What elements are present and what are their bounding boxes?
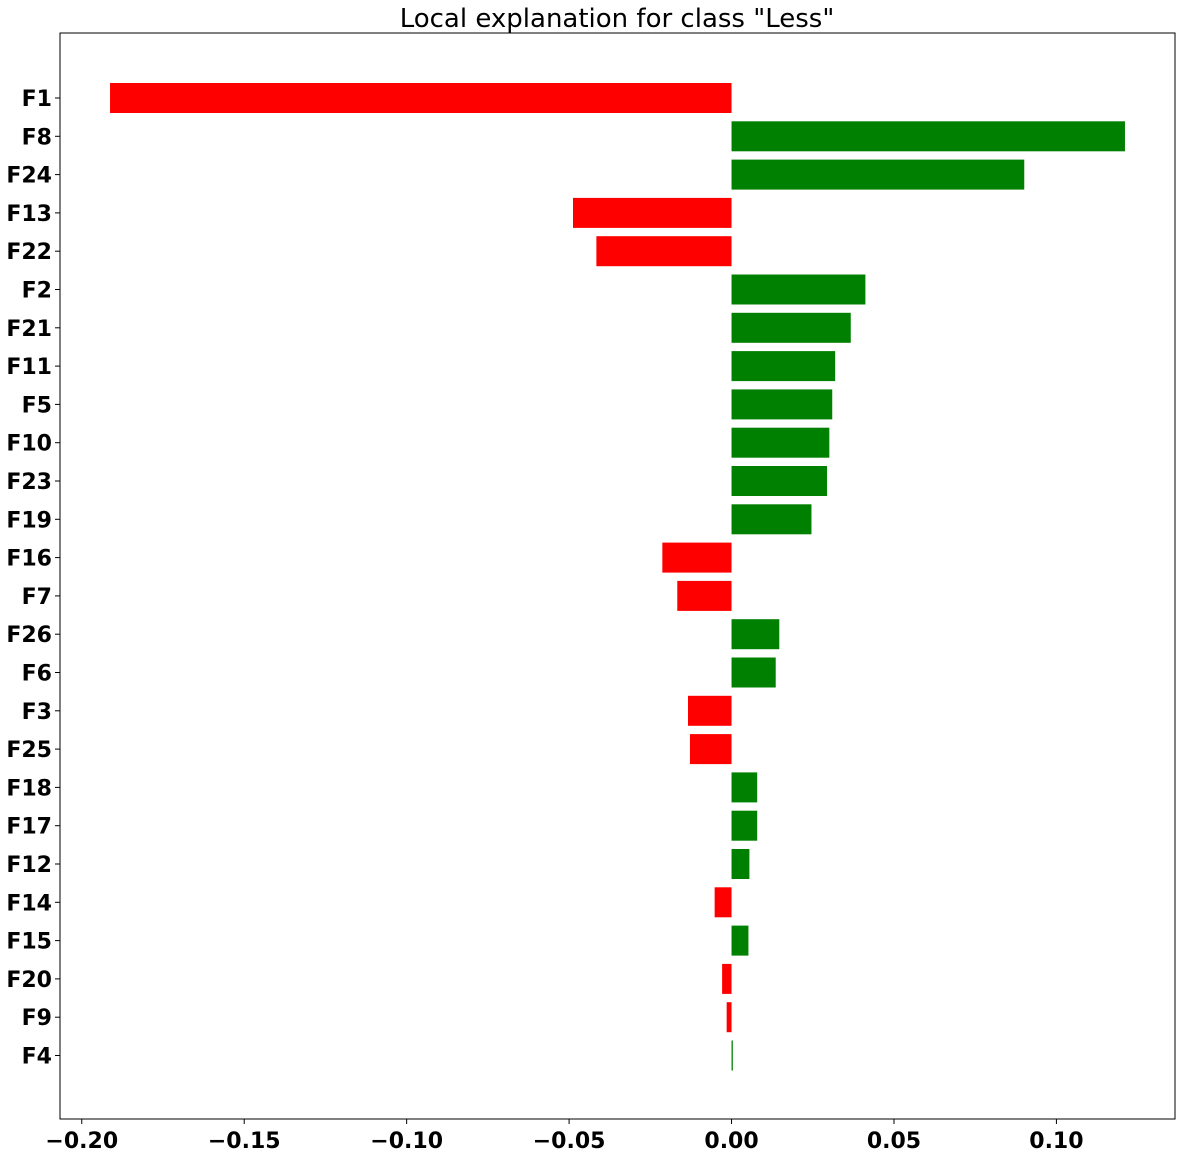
y-tick-label: F2 [22,279,52,304]
y-tick-label: F20 [6,968,52,993]
y-tick-label: F9 [22,1006,52,1031]
y-tick-label: F23 [6,470,52,495]
bar-f12 [731,849,750,879]
x-tick-label: 0.10 [1029,1129,1083,1154]
bar-f21 [731,312,851,343]
y-tick-label: F21 [6,317,52,342]
bar-f15 [731,925,749,956]
y-tick-label: F10 [6,432,52,457]
y-tick-label: F11 [6,355,52,380]
y-tick-label: F8 [22,125,52,150]
x-tick-label: 0.00 [704,1129,758,1154]
bar-f5 [731,389,833,420]
bars-group [110,83,1125,1071]
bar-f2 [731,274,866,305]
y-tick-label: F12 [6,853,52,878]
bar-f3 [687,695,732,726]
bar-f17 [731,810,758,841]
x-tick-label: −0.05 [533,1129,606,1154]
bar-f22 [596,236,732,267]
y-tick-label: F24 [6,164,52,189]
y-tick-label: F7 [22,585,52,610]
y-tick-label: F3 [22,700,52,725]
bar-f8 [731,121,1125,152]
y-tick-label: F19 [6,508,52,533]
y-tick-label: F15 [6,930,52,955]
y-tick-label: F5 [22,393,52,418]
bar-f14 [714,887,732,918]
y-tick-label: F6 [22,662,52,687]
y-tick-label: F17 [6,815,52,840]
bar-f4 [731,1040,733,1071]
x-tick-label: −0.10 [370,1129,443,1154]
bar-f11 [731,351,836,382]
y-tick-labels: F1 F8 F24 F13 F22 F2 F21 F11 F5 F10 F23 F19 F16 F7 F26… [6,87,60,1070]
x-tick-label: −0.20 [45,1129,118,1154]
x-ticks: −0.20 −0.15 −0.10 −0.05 0.00 0.05 0.10 [45,1119,1084,1154]
bar-f19 [731,504,812,535]
bar-f16 [662,542,732,573]
bar-f25 [689,734,732,765]
bar-f9 [726,1002,732,1033]
y-tick-label: F16 [6,547,52,572]
bar-f26 [731,619,780,650]
y-tick-label: F14 [6,891,52,916]
y-tick-label: F4 [22,1045,52,1070]
bar-f10 [731,427,830,458]
y-tick-label: F26 [6,623,52,648]
y-tick-label: F25 [6,738,52,763]
y-tick-label: F13 [6,202,52,227]
x-tick-label: 0.05 [867,1129,921,1154]
chart-title: Local explanation for class "Less" [400,4,835,34]
bar-f1 [110,83,732,113]
y-tick-label: F18 [6,776,52,801]
y-tick-label: F1 [22,87,52,112]
bar-f6 [731,657,776,688]
bar-f13 [572,197,732,228]
plot-frame [59,32,1176,1120]
bar-f24 [731,159,1025,190]
x-tick-label: −0.15 [208,1129,281,1154]
bar-f7 [677,580,732,611]
y-tick-label: F22 [6,240,52,265]
bar-f18 [731,772,758,803]
bar-f23 [731,466,828,496]
bar-f20 [722,963,732,994]
